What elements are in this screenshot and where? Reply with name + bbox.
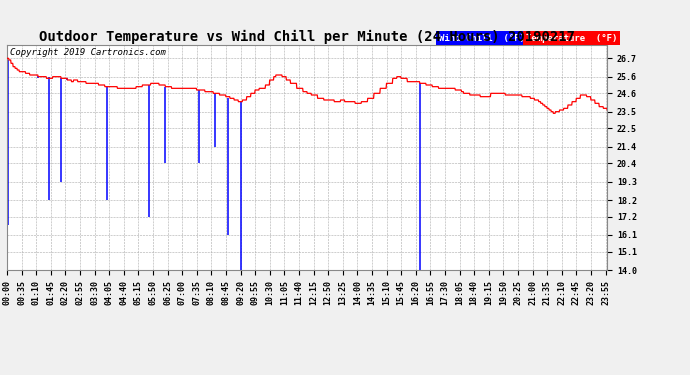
Text: Temperature  (°F): Temperature (°F): [526, 34, 618, 43]
Text: Wind Chill  (°F): Wind Chill (°F): [439, 34, 525, 43]
Text: Copyright 2019 Cartronics.com: Copyright 2019 Cartronics.com: [10, 48, 166, 57]
Title: Outdoor Temperature vs Wind Chill per Minute (24 Hours) 20190217: Outdoor Temperature vs Wind Chill per Mi…: [39, 30, 575, 44]
